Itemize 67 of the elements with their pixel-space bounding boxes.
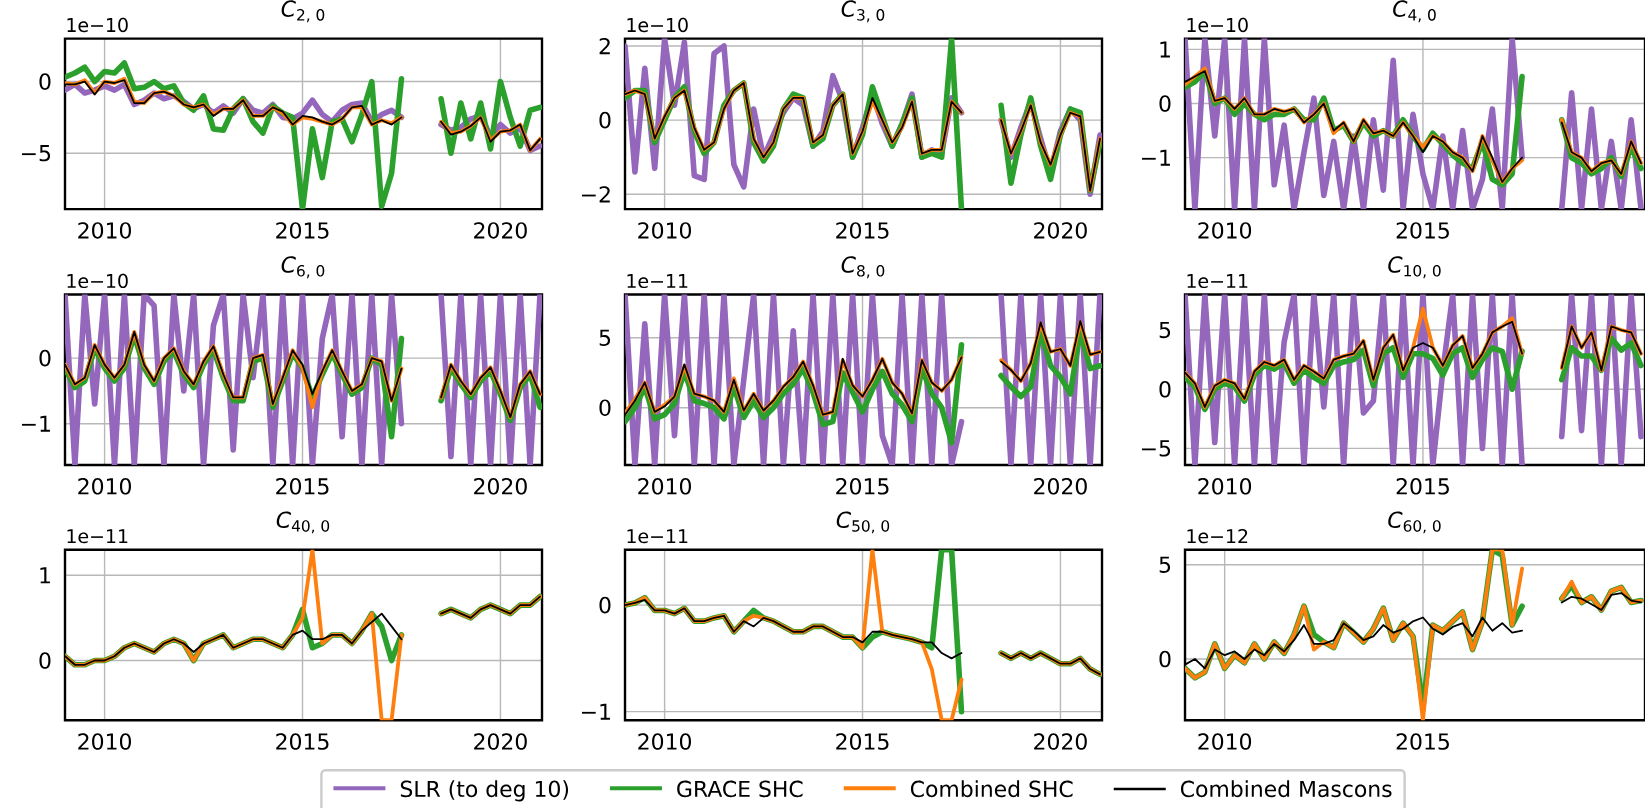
text: 1e−12 (1187, 528, 1248, 544)
y-tick-label: 0 (599, 111, 611, 129)
x-tick-label: 2015 (1396, 733, 1449, 750)
x-tick-label: 2015 (1396, 478, 1449, 495)
x-tick-label: 2015 (276, 222, 329, 239)
x-tick-label: 2020 (474, 478, 527, 495)
text: 1e−10 (627, 17, 688, 33)
legend-label: SLR (to deg 10) (400, 780, 569, 802)
x-tick-label: 2010 (78, 222, 131, 239)
text: 1e−10 (1187, 17, 1248, 33)
y-tick-label: 0 (39, 73, 51, 90)
x-tick-label: 2020 (1034, 478, 1087, 495)
x-tick-label: 2020 (1034, 222, 1087, 239)
x-tick-label: 2020 (474, 733, 527, 750)
chart-title: C$_{60, 0}$ (1388, 511, 1441, 534)
legend-label: GRACE SHC (677, 780, 803, 798)
y-tick-label: 0 (1159, 380, 1171, 398)
x-tick-label: 2010 (1198, 222, 1252, 239)
x-tick-label: 2015 (836, 733, 889, 750)
y-tick-label: 0 (39, 652, 51, 669)
x-tick-label: 2015 (276, 478, 329, 495)
legend-label: Combined SHC (910, 780, 1073, 798)
x-tick-label: 2010 (638, 222, 691, 239)
x-tick-label: 2020 (1034, 733, 1087, 750)
text: 1e−11 (627, 529, 688, 544)
text: 1e−11 (627, 274, 688, 289)
y-tick-label: 1 (40, 567, 50, 584)
text: 1e−10 (67, 17, 128, 33)
x-tick-label: 2015 (1396, 222, 1449, 239)
chart-title: C$_{6, 0}$ (281, 256, 325, 279)
y-tick-label: −1 (581, 703, 610, 720)
x-tick-label: 2015 (836, 222, 889, 239)
y-tick-label: 5 (599, 329, 611, 346)
y-tick-label: 0 (599, 596, 611, 614)
y-tick-label: −1 (21, 415, 50, 432)
y-tick-label: −1 (1141, 149, 1170, 166)
y-tick-label: 0 (599, 399, 611, 416)
text: 1e−11 (1187, 274, 1248, 289)
x-tick-label: 2010 (1198, 478, 1252, 495)
x-tick-label: 2010 (638, 478, 691, 495)
chart-title: C$_{50, 0}$ (836, 511, 890, 534)
x-tick-label: 2015 (276, 733, 329, 750)
y-tick-label: 0 (1159, 650, 1171, 668)
text: 1e−10 (67, 273, 128, 289)
x-tick-label: 2015 (836, 478, 889, 495)
text: 1e−11 (67, 529, 128, 544)
x-tick-label: 2010 (78, 478, 131, 495)
chart-title: C$_{2, 0}$ (281, 0, 325, 23)
y-tick-label: 0 (1159, 95, 1171, 112)
y-tick-label: 5 (1159, 321, 1171, 339)
x-tick-label: 2010 (1198, 733, 1252, 750)
x-tick-label: 2010 (78, 733, 131, 750)
y-tick-label: −5 (1141, 440, 1171, 457)
chart-title: C$_{3, 0}$ (841, 0, 885, 23)
y-tick-label: −2 (581, 186, 610, 203)
x-tick-label: 2010 (638, 733, 691, 750)
chart-title: C$_{4, 0}$ (1393, 0, 1436, 23)
y-tick-label: 5 (1159, 556, 1171, 573)
x-tick-label: 2020 (474, 222, 527, 239)
y-tick-label: 2 (599, 37, 610, 55)
chart-title: C$_{8, 0}$ (841, 256, 885, 279)
y-tick-label: 0 (39, 349, 51, 367)
y-tick-label: −5 (21, 145, 51, 162)
legend-label: Combined Mascons (1180, 780, 1392, 798)
chart-title: C$_{40, 0}$ (276, 511, 330, 534)
y-tick-label: 1 (1160, 41, 1170, 58)
chart-title: C$_{10, 0}$ (1388, 256, 1441, 279)
